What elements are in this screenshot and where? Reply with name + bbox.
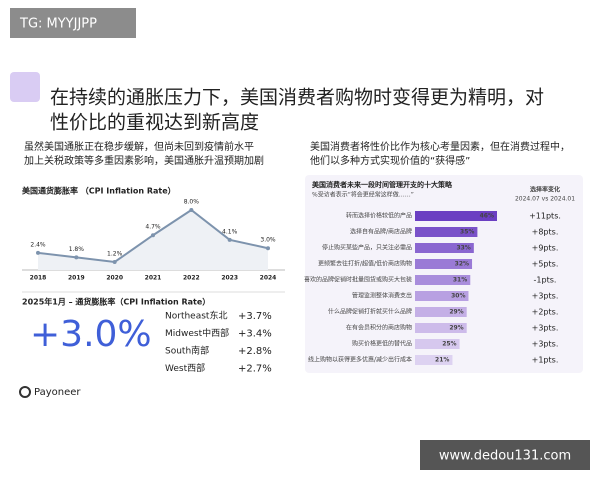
- change-label: +3pts.: [532, 340, 559, 349]
- region-name: South南部: [165, 345, 209, 357]
- watermark: TG: MYYJJPP: [19, 17, 97, 32]
- icon: [10, 72, 40, 102]
- value-label: 4.1%: [222, 228, 238, 235]
- region-name: Northeast东北: [165, 310, 227, 322]
- point: [227, 237, 232, 242]
- logo-icon: [19, 386, 31, 398]
- point: [266, 246, 270, 251]
- x-tick-label: 2024: [260, 275, 277, 282]
- point: [189, 208, 194, 212]
- x-tick-label: 2018: [30, 275, 47, 282]
- x-tick-label: 2022: [183, 275, 200, 282]
- bar: [415, 323, 467, 333]
- value-label: 25%: [442, 341, 456, 348]
- x-tick-label: 2020: [106, 275, 123, 282]
- change-header: 选择率变化: [530, 186, 560, 194]
- change-header: 2024.07 vs 2024.01: [515, 196, 575, 203]
- category-label: 什么品牌促销打折就买什么品牌: [328, 308, 412, 316]
- region-value: +3.4%: [238, 329, 272, 340]
- line-title: 美国通货膨胀率 （CPI Inflation Rate）: [22, 186, 176, 196]
- value-label: 2.4%: [30, 241, 46, 248]
- region-value: +3.7%: [238, 311, 272, 322]
- point: [151, 233, 155, 238]
- change-label: +1pts.: [532, 356, 559, 365]
- category-label: 更频繁去往打折/超值/低价商店购物: [318, 260, 412, 268]
- value-label: 31%: [453, 277, 467, 284]
- value-label: 1.8%: [69, 246, 85, 253]
- bar-panel: [305, 175, 583, 373]
- change-label: +3pts.: [532, 292, 559, 301]
- point: [36, 250, 40, 255]
- region-value: +2.8%: [238, 346, 272, 357]
- bar: [415, 291, 469, 301]
- category-label: 购买价格更低的替代品: [352, 340, 412, 348]
- x-tick-label: 2019: [68, 275, 85, 282]
- point: [74, 255, 79, 260]
- value-label: 35%: [460, 229, 474, 236]
- value-label: 30%: [451, 293, 465, 300]
- bar: [415, 211, 497, 221]
- bar: [415, 355, 453, 365]
- category-label: 选择自有品牌/商店品牌: [350, 228, 412, 236]
- title: 性价比的重视达到新高度: [50, 112, 259, 134]
- bar: [415, 339, 460, 349]
- title: 在持续的通胀压力下，美国消费者购物时变得更为精明，对: [50, 87, 544, 109]
- logo: Payoneer: [34, 387, 81, 398]
- change-label: +2pts.: [532, 308, 559, 317]
- site: www.dedou131.com: [439, 449, 571, 464]
- left-text: 加上关税政策等多重因素影响，美国通胀升温预期加剧: [24, 154, 264, 167]
- bar: [415, 243, 474, 253]
- site-box: [420, 440, 590, 470]
- x-tick-label: 2021: [145, 275, 162, 282]
- jan-title: 2025年1月 – 通货膨胀率（CPI Inflation Rate）: [22, 297, 210, 307]
- change-label: +8pts.: [532, 228, 559, 237]
- category-label: 在有会员积分的商店购物: [346, 324, 412, 332]
- headline: +3.0%: [30, 314, 152, 355]
- value-label: 8.0%: [184, 199, 200, 206]
- value-label: 1.2%: [107, 251, 123, 258]
- value-label: 29%: [449, 309, 463, 316]
- watermark-box: [10, 8, 136, 38]
- category-label: 喜欢的品牌促销时批量囤货或购买大包装: [304, 276, 412, 284]
- value-label: 4.7%: [145, 224, 161, 231]
- region-value: +2.7%: [238, 364, 272, 375]
- right-text: 美国消费者将性价比作为核心考量因素，但在消费过程中，: [310, 140, 570, 153]
- bar: [415, 259, 473, 269]
- change-label: +11pts.: [529, 212, 561, 221]
- value-label: 46%: [480, 213, 494, 220]
- category-label: 转而选择价格较低的产品: [346, 212, 412, 220]
- change-label: +5pts.: [532, 260, 559, 269]
- category-label: 管理监测整体消费支出: [352, 292, 412, 300]
- bar: [415, 307, 467, 317]
- bar-title: 美国消费者未来一段时间管理开支的十大策略: [312, 180, 453, 189]
- value-label: 33%: [456, 245, 470, 252]
- value-label: 32%: [455, 261, 469, 268]
- region-name: Midwest中西部: [165, 327, 229, 339]
- bar: [415, 275, 471, 285]
- left-text: 虽然美国通胀正在稳步缓解，但尚未回到疫情前水平: [24, 140, 254, 153]
- bar-subtitle: %受访者表示“将会更经常这样做……”: [312, 191, 414, 199]
- value-label: 29%: [449, 325, 463, 332]
- change-label: +3pts.: [532, 324, 559, 333]
- right-text: 他们以多种方式实现价值的“获得感”: [310, 154, 470, 167]
- point: [112, 260, 117, 264]
- value-label: 21%: [435, 357, 449, 364]
- change-label: -1pts.: [534, 276, 557, 285]
- region-name: West西部: [165, 362, 205, 374]
- value-label: 3.0%: [260, 237, 276, 244]
- x-tick-label: 2023: [221, 275, 238, 282]
- category-label: 停止购买某些产品，只关注必需品: [322, 244, 412, 252]
- category-label: 线上购物以获得更多优惠/减少出行成本: [308, 356, 412, 364]
- change-label: +9pts.: [532, 244, 559, 253]
- bar: [415, 227, 478, 237]
